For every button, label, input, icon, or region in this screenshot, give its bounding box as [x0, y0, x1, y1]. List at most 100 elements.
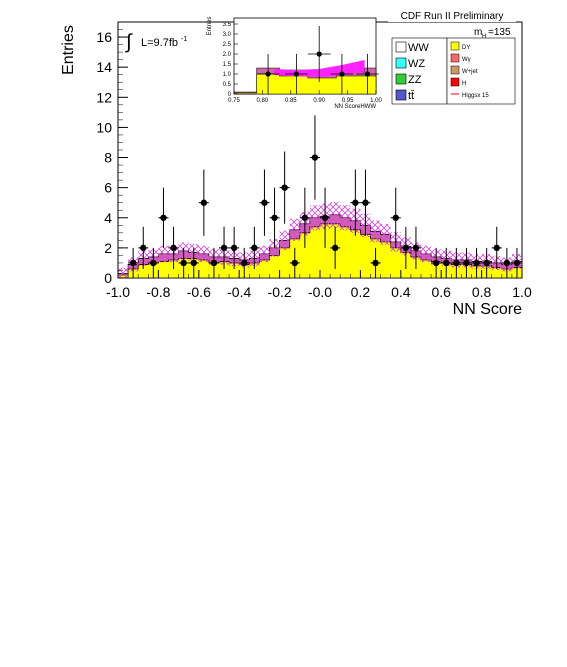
legend-label: H [462, 81, 466, 87]
data-point-marker [402, 244, 410, 252]
data-point [168, 226, 179, 269]
data-point [481, 247, 492, 278]
legend-label: W+jet [462, 69, 478, 75]
data-point-marker [291, 259, 298, 267]
data-point [279, 151, 290, 224]
inset-dy-hist [233, 73, 377, 95]
data-point-marker [432, 259, 440, 267]
data-point [461, 247, 472, 278]
y-tick-label: 2 [104, 240, 112, 256]
legend-label: Higgsx 15 [462, 93, 489, 99]
data-point-marker [261, 199, 268, 206]
x-tick-label: 0.6 [431, 284, 451, 300]
legend-label: DY [462, 45, 470, 51]
data-point-marker [513, 259, 521, 267]
data-point-marker [331, 244, 339, 252]
y-tick-label: 16 [96, 29, 112, 45]
y-tick-label: 0 [104, 270, 112, 286]
data-point-marker [170, 244, 177, 252]
lumi-text: L=9.7fb [141, 37, 178, 49]
inset-y-tick-label: 3.5 [223, 22, 232, 28]
x-tick-label: -0.4 [227, 284, 251, 300]
data-point-marker [362, 199, 369, 206]
title-box: CDF Run II Preliminary [388, 8, 516, 22]
data-point [188, 247, 199, 278]
legend-swatch [395, 57, 407, 69]
inset-data-point [285, 54, 308, 94]
x-tick-label: 1.0 [512, 284, 532, 300]
data-point [229, 226, 240, 269]
data-point [501, 247, 512, 278]
inset-y-tick-label: 1.5 [223, 62, 232, 68]
data-point-marker [321, 214, 329, 221]
legend-swatch [450, 77, 460, 87]
legend-swatch [395, 73, 407, 85]
inset-x-tick-label: 0.75 [228, 98, 240, 104]
data-point [198, 169, 209, 236]
data-point-marker [251, 244, 258, 252]
title-box-bg [388, 8, 516, 22]
data-point [320, 187, 331, 248]
data-point [350, 169, 361, 236]
inset-y-tick-label: 0 [228, 92, 232, 98]
y-tick-label: 6 [104, 180, 112, 196]
legend-label: Wγ [462, 57, 471, 63]
data-point-marker [483, 259, 490, 267]
data-point-marker [271, 214, 278, 221]
data-point [249, 226, 260, 269]
legend-swatch [395, 41, 407, 53]
x-tick-label: -0.6 [187, 284, 211, 300]
data-point [299, 187, 310, 248]
data-point [491, 226, 502, 269]
y-tick-label: 4 [104, 210, 112, 226]
x-tick-label: -0.8 [146, 284, 170, 300]
data-point [471, 247, 482, 278]
data-point [259, 169, 270, 236]
data-point [451, 247, 462, 278]
data-point-marker [352, 199, 359, 206]
data-point-marker [220, 244, 228, 252]
data-point [178, 247, 189, 278]
inset-y-tick-label: 1.0 [223, 72, 232, 78]
x-tick-label: -1.0 [106, 284, 130, 300]
main-plot-area: -1.0 -0.8 -0.6 -0.4 -0.2 -0.0 0.2 0.4 0.6 0.8 1.00… [96, 21, 532, 300]
y-tick-label: 12 [96, 89, 112, 105]
data-point-marker [412, 244, 420, 252]
data-point-marker [503, 259, 511, 267]
data-point-marker [493, 244, 500, 252]
legend-label: WW [408, 42, 429, 54]
y-tick-label: 8 [104, 150, 112, 166]
data-point [410, 226, 421, 269]
data-point-marker [392, 214, 399, 221]
data-point-marker [372, 259, 379, 267]
data-point [138, 226, 149, 269]
uncertainty-band [118, 201, 522, 278]
inset-x-tick-label: 0.95 [342, 98, 354, 104]
inset-y-axis-title: Entries [207, 17, 213, 36]
x-axis-title: NN Score [453, 301, 522, 318]
data-point-marker [241, 259, 248, 267]
data-point-marker [311, 154, 319, 161]
x-tick-label: 0.4 [391, 284, 411, 300]
integral-sign: ∫ [125, 31, 133, 53]
data-point [208, 247, 219, 278]
inset-data-marker [316, 51, 322, 57]
y-axis-title: Entries [60, 25, 77, 75]
inset-data-marker [293, 71, 300, 77]
data-point [289, 247, 300, 278]
mass-label: m H =135 [474, 27, 511, 40]
inset-data-point [356, 54, 379, 94]
data-point [330, 226, 341, 269]
inset-data-point [256, 54, 280, 94]
lumi-exponent: -1 [181, 36, 187, 43]
data-point [360, 169, 371, 236]
inset-x-tick-label: 0.85 [285, 98, 297, 104]
x-tick-label: 0.2 [351, 284, 371, 300]
data-point [158, 187, 169, 248]
legend-swatch [450, 65, 460, 75]
inset-data-point [330, 54, 354, 94]
data-point [370, 247, 381, 278]
data-point [441, 247, 452, 278]
legend-label: WZ [408, 58, 425, 70]
inset-data-point [307, 26, 331, 82]
